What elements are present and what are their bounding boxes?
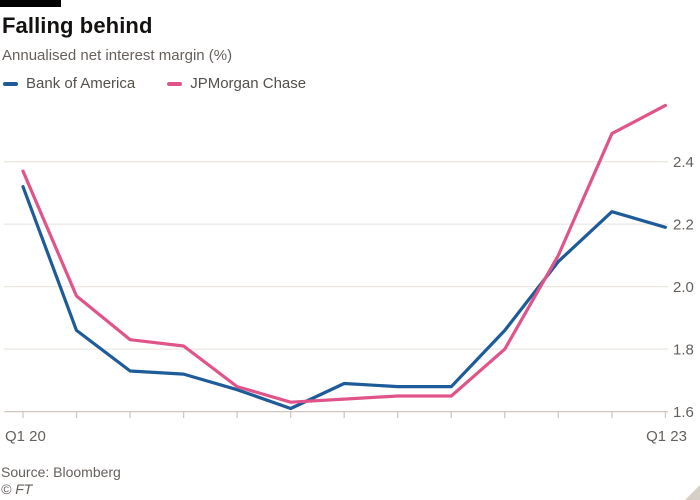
y-tick-label: 2.4	[673, 154, 694, 171]
chart-subtitle: Annualised net interest margin (%)	[2, 47, 233, 64]
y-tick-label: 2.0	[673, 279, 694, 296]
y-tick-label: 2.2	[673, 217, 694, 234]
line-swatch-icon	[3, 81, 18, 86]
y-tick-label: 1.8	[673, 342, 694, 359]
line-swatch-icon	[167, 81, 183, 86]
legend: Bank of America JPMorgan Chase	[3, 75, 306, 92]
source-text: Source: Bloomberg	[1, 464, 121, 480]
accent-bar	[0, 0, 61, 7]
legend-item-bank-of-america: Bank of America	[3, 75, 135, 92]
x-axis-label-start: Q1 20	[5, 428, 46, 445]
chart-title: Falling behind	[2, 13, 153, 38]
legend-label: Bank of America	[26, 75, 136, 92]
legend-item-jpmorgan-chase: JPMorgan Chase	[167, 75, 306, 92]
series-line-bank-of-america	[21, 185, 668, 411]
legend-label: JPMorgan Chase	[190, 75, 307, 92]
y-tick-label: 1.6	[673, 404, 694, 421]
resize-handle-icon[interactable]	[685, 485, 700, 500]
x-axis-label-end: Q1 23	[646, 428, 687, 445]
copyright-text: © FT	[1, 481, 33, 497]
series-line-jpmorgan-chase	[21, 103, 668, 404]
